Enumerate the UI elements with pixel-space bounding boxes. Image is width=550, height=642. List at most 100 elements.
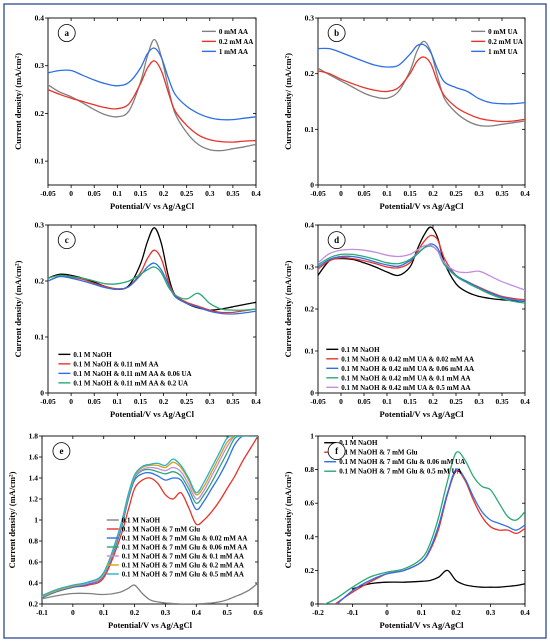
series-line-d-1 (318, 234, 525, 301)
x-tick-label: 0.1 (382, 397, 392, 406)
x-tick-label: 0.2 (428, 189, 438, 198)
x-tick-label: 0.05 (88, 189, 101, 198)
x-tick-label: -0.1 (36, 608, 48, 617)
series-line-c-1 (48, 249, 256, 314)
series-line-b-1 (318, 56, 525, 123)
x-tick-label: -0.1 (347, 608, 359, 617)
legend-entry: 0.1 M NaOH & 7 mM Glu & 0.5 mM UA (339, 468, 461, 476)
y-tick-label: 0.2 (29, 600, 39, 609)
y-tick-label: 1.2 (29, 495, 39, 504)
y-tick-label: 0.2 (305, 305, 315, 314)
legend-entry: 0.1 M NaOH & 7 mM Glu & 0.02 mM AA (122, 535, 248, 543)
panel-label-badge (327, 442, 346, 461)
chart-panel-e: -0.1 0 0.1 0.2 0.3 0.4 0.5 0.6 0.2 0.4 0.6 0.8 1 1.2 1… (7, 432, 263, 631)
chart-panel-a: -0.05 0 0.05 0.1 0.15 0.2 0.25 0.3 0.35 0.4 0.1 0.2… (13, 14, 261, 212)
x-tick-label: 0.25 (449, 397, 462, 406)
x-tick-label: 0.3 (161, 608, 171, 617)
x-tick-label: 0.1 (113, 189, 123, 198)
x-tick-label: 0.1 (113, 397, 123, 406)
x-tick-label: 0.6 (253, 608, 263, 617)
y-axis-label: Current density/ (mA/cm²) (7, 471, 17, 568)
x-tick-label: 0.2 (451, 608, 461, 617)
y-tick-label: 0.4 (305, 221, 315, 230)
figure-border (3, 3, 547, 639)
y-tick-label: 0.3 (305, 14, 315, 23)
series-line-d-0 (318, 226, 525, 303)
legend-entry: 0.1 M NaOH & 7 mM Glu & 0.2 mM AA (122, 562, 244, 570)
legend-entry: 0.1 M NaOH (122, 517, 161, 525)
x-axis-label: Potential/V vs Ag/AgCl (108, 620, 193, 630)
legend-entry: 0 mM AA (219, 28, 248, 36)
x-tick-label: -0.05 (310, 189, 326, 198)
y-tick-label: 0.4 (35, 14, 45, 23)
x-tick-label: 0.4 (520, 397, 530, 406)
y-tick-label: 0.1 (35, 157, 45, 166)
y-tick-label: 0.6 (305, 499, 315, 508)
x-tick-label: 0 (71, 608, 75, 617)
panel-label: e (59, 446, 63, 456)
x-axis-label: Potential/V vs Ag/AgCl (380, 620, 465, 630)
x-tick-label: 0.4 (251, 189, 261, 198)
legend-entry: 0.1 M NaOH (341, 346, 380, 354)
x-tick-label: 0.25 (180, 397, 193, 406)
y-tick-label: 1.4 (29, 474, 39, 483)
y-tick-label: 0.1 (305, 347, 315, 356)
series-line-e-0 (42, 582, 258, 604)
x-tick-label: 0.15 (134, 189, 147, 198)
legend-entry: 0.1 M NaOH & 7 mM Glu & 0.06 mM AA (122, 544, 248, 552)
series-line-d-3 (318, 245, 525, 304)
x-tick-label: 0.1 (417, 608, 427, 617)
series-line-f-0 (351, 569, 525, 590)
panel-label: c (65, 235, 69, 245)
x-tick-label: 0.4 (192, 608, 202, 617)
legend-entry: 0.1 M NaOH & 7 mM Glu (122, 526, 200, 534)
legend-entry: 0.1 M NaOH & 0.11 mM AA & 0.2 UA (73, 379, 188, 387)
x-tick-label: 0.3 (205, 189, 215, 198)
y-tick-label: 1.6 (29, 453, 39, 462)
y-tick-label: 1 (310, 432, 314, 441)
series-line-f-3 (323, 451, 525, 604)
legend-entry: 0.1 M NaOH & 0.42 mM UA & 0.02 mM AA (341, 355, 474, 363)
panel-label: d (334, 235, 339, 245)
chart-panel-f: -0.2 -0.1 0 0.1 0.2 0.3 0.4 0 0.2 0.4 0.6 0.8 1 Poten… (283, 432, 530, 631)
legend-entry: 1 mM UA (488, 48, 518, 56)
legend-entry: 0.1 M NaOH & 0.42 mM UA & 0.1 mM AA (341, 374, 470, 382)
legend-entry: 0.1 M NaOH & 7 mM Glu & 0.5 mM AA (122, 571, 244, 579)
legend-entry: 0.1 M NaOH & 7 mM Glu & 0.06 mM UA (339, 458, 465, 466)
y-tick-label: 1.8 (29, 432, 39, 441)
x-tick-label: 0.15 (403, 189, 416, 198)
series-line-a-1 (48, 60, 256, 143)
x-tick-label: 0.05 (357, 397, 370, 406)
legend-entry: 0.1 M NaOH & 0.11 mM AA & 0.06 UA (73, 370, 191, 378)
y-tick-label: 0.4 (29, 579, 39, 588)
plot-frame (47, 17, 257, 186)
x-tick-label: 0.05 (88, 397, 101, 406)
x-tick-label: 0.1 (99, 608, 109, 617)
x-tick-label: 0 (339, 189, 343, 198)
x-tick-label: -0.05 (40, 189, 56, 198)
x-tick-label: 0.05 (357, 189, 370, 198)
y-tick-label: 0.3 (35, 221, 45, 230)
y-tick-label: 1 (34, 516, 38, 525)
y-axis-label: Current density/ (mA/cm²) (13, 53, 23, 150)
x-tick-label: 0 (385, 608, 389, 617)
y-tick-label: 0.1 (305, 125, 315, 134)
y-tick-label: 0.2 (35, 277, 45, 286)
y-tick-label: 0.4 (305, 532, 315, 541)
y-axis-label: Current density/ (mA/cm²) (283, 260, 293, 357)
series-line-e-6 (42, 436, 258, 597)
y-tick-label: 0.2 (305, 69, 315, 78)
x-tick-label: 0.25 (449, 189, 462, 198)
x-tick-label: -0.05 (40, 397, 56, 406)
x-tick-label: -0.05 (310, 397, 326, 406)
legend-entry: 0.1 M NaOH & 0.42 mM UA & 0.5 mM AA (341, 384, 470, 392)
series-line-c-2 (48, 262, 256, 315)
y-tick-label: 0.8 (29, 537, 39, 546)
x-tick-label: 0.4 (520, 608, 530, 617)
x-tick-label: 0.2 (159, 397, 169, 406)
panel-label: b (334, 28, 339, 38)
legend-entry: 1 mM AA (219, 48, 248, 56)
y-tick-label: 0 (40, 389, 44, 398)
legend-entry: 0.1 M NaOH & 7 mM Glu (339, 449, 417, 457)
